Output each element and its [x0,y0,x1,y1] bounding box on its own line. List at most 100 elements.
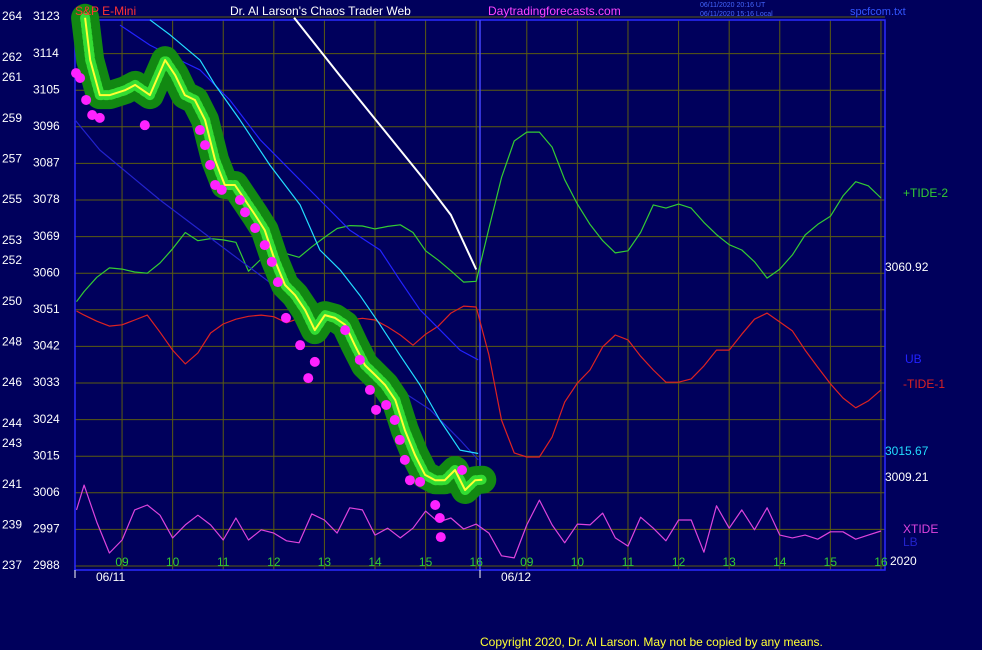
dot [389,415,400,426]
timestamp: 06/11/2020 15:16 Local [700,11,773,18]
dot [75,73,86,83]
series-line [149,19,479,455]
date-label: 06/11 [96,570,125,584]
y-tick-label: 2997 [33,522,60,536]
x-tick-label: 16 [874,555,888,569]
dot [457,465,468,476]
dot [139,120,150,131]
dot [404,475,415,486]
y-tick-label: 3033 [33,375,60,389]
x-tick-label: 14 [368,555,382,569]
series-line [84,17,483,491]
series-line [75,484,882,559]
dot [371,404,382,415]
y2-tick-label: 255 [2,192,22,206]
file-label: spcfcom.txt [850,6,906,18]
y2-tick-label: 243 [2,436,22,450]
y-tick-label: 3015 [33,448,60,462]
dot [340,325,351,336]
x-tick-label: 11 [217,555,230,569]
x-tick-label: 09 [520,555,534,569]
y2-tick-label: 239 [2,518,22,532]
dot [309,356,320,367]
date-label: 06/12 [501,570,531,584]
dot [272,277,283,288]
x-tick-label: 13 [318,555,332,569]
series-line [76,131,882,303]
dot [194,125,205,136]
dot [280,312,291,323]
y-tick-label: 3123 [33,9,60,23]
dot [266,256,277,267]
y2-tick-label: 253 [2,233,22,247]
dot [381,399,392,410]
x-tick-label: 15 [419,555,433,569]
dot [216,184,227,195]
x-tick-label: 14 [773,555,787,569]
x-tick-label: 10 [166,555,180,569]
end-value-label: 3009.21 [885,470,929,484]
series-label: XTIDE [903,522,938,536]
series-layer [71,3,882,559]
x-tick-label: 13 [722,555,736,569]
y2-tick-label: 248 [2,335,22,349]
y2-tick-label: 250 [2,294,22,308]
site-label: Daytradingforecasts.com [488,4,621,18]
dot [354,354,365,365]
dot [239,207,250,218]
end-value-label: 3060.92 [885,260,929,274]
series-line [293,17,478,270]
y-tick-label: 3024 [33,412,60,426]
dot [364,384,375,395]
year-label: 2020 [890,554,917,568]
x-tick-label: 10 [571,555,585,569]
y2-tick-label: 262 [2,50,22,64]
dot [434,513,445,524]
y-tick-label: 3096 [33,119,60,133]
y2-tick-label: 241 [2,477,22,491]
y2-tick-label: 259 [2,111,22,125]
dot [303,373,314,384]
dot [259,240,270,251]
series-line [76,305,882,458]
dot [399,454,410,465]
end-value-label: 3015.67 [885,444,929,458]
series-label: +TIDE-2 [903,186,948,200]
y2-tick-label: 261 [2,70,22,84]
x-tick-label: 09 [115,555,129,569]
instrument-label: S&P E-Mini [75,4,136,18]
x-tick-label: 11 [622,555,635,569]
dot [295,340,306,351]
copyright: Copyright 2020, Dr. Al Larson. May not b… [480,635,823,649]
series-line [119,24,479,361]
dot [435,532,446,543]
y-tick-label: 3006 [33,485,60,499]
y-tick-label: 2988 [33,558,60,572]
series-label: -TIDE-1 [903,377,945,391]
dot [200,140,211,151]
series-label: LB [903,535,918,549]
y2-tick-label: 252 [2,253,22,267]
dot [87,110,98,121]
dot [205,160,216,171]
dot [415,476,426,487]
y-tick-label: 3087 [33,156,60,170]
y-tick-label: 3078 [33,192,60,206]
dot [430,500,441,510]
y2-tick-label: 264 [2,9,22,23]
dot [234,195,245,205]
dot [250,223,261,234]
y-tick-label: 3105 [33,82,60,96]
y-tick-label: 3114 [33,46,59,60]
y-tick-label: 3042 [33,339,60,353]
timestamp: 06/11/2020 20:16 UT [700,2,766,9]
y2-tick-label: 237 [2,558,22,572]
x-tick-label: 16 [470,555,484,569]
chart-title: Dr. Al Larson's Chaos Trader Web [230,4,411,18]
x-tick-label: 12 [267,555,281,569]
y2-tick-label: 257 [2,152,22,166]
y2-tick-label: 246 [2,375,22,389]
